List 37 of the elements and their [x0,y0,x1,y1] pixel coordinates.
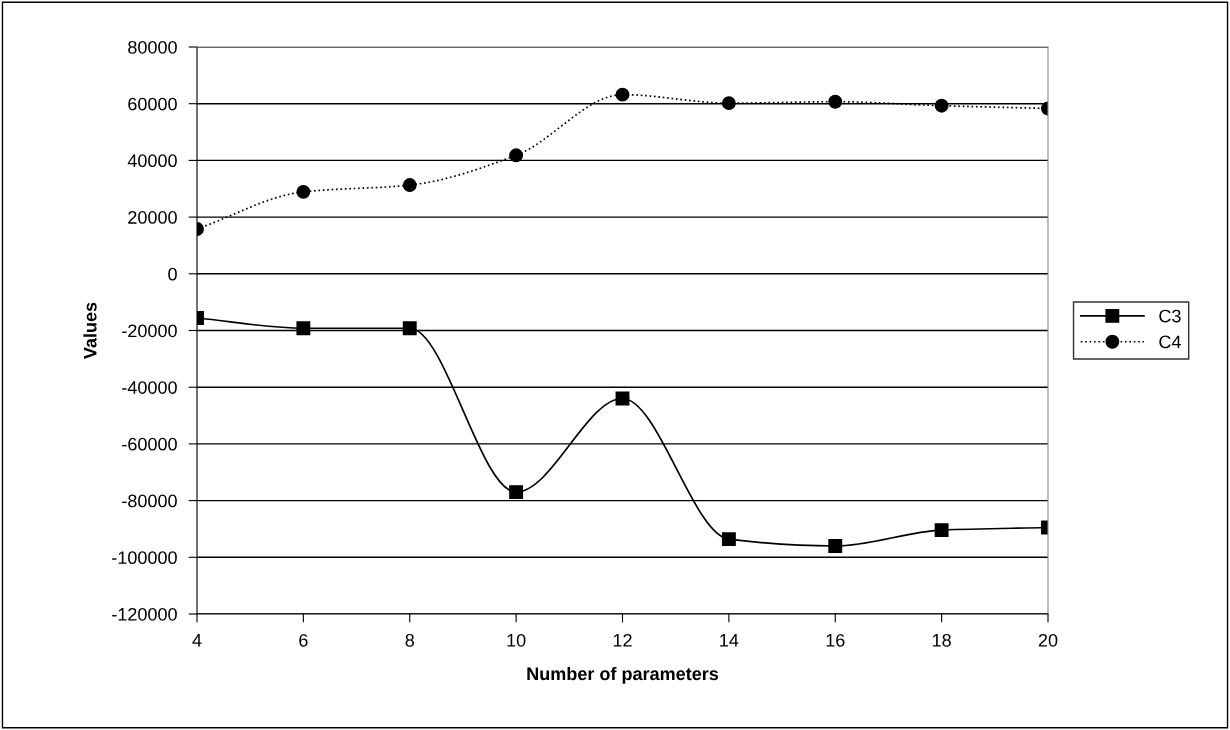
y-tick-label: -60000 [122,437,177,451]
point [296,321,311,336]
x-tick-label: 6 [299,633,308,647]
point [509,148,524,163]
legend-label: C3 [1159,309,1181,323]
point [296,184,311,199]
point [721,96,736,111]
x-tick-label: 4 [192,634,202,647]
point [934,98,949,113]
point [402,321,417,336]
y-tick-label: 40000 [127,154,177,168]
y-tick-label: -20000 [122,324,177,338]
y-tick-label: 60000 [128,97,177,111]
x-tick-label: 16 [826,633,845,647]
x-tick-label: 18 [932,633,951,647]
y-tick-label: 20000 [128,211,177,224]
y-axis-title: Values [83,302,97,359]
x-tick-label: 10 [507,633,526,647]
point [934,523,949,538]
point [615,87,630,102]
x-tick-label: 8 [405,633,414,647]
y-tick-label: 0 [168,267,177,281]
x-tick-label: 12 [613,633,632,647]
point [828,539,843,553]
x-axis-title: Number of parameters [527,666,719,684]
point [828,94,843,109]
y-tick-label: -40000 [122,381,177,394]
x-tick-label: 20 [1038,633,1058,647]
point [509,485,524,500]
point [402,178,417,193]
x-tick-label: 14 [720,634,739,647]
y-tick-label: -100000 [112,551,177,565]
y-tick-label: 80000 [128,40,177,54]
point [721,532,736,547]
legend-label: C4 [1159,335,1181,349]
y-tick-label: -80000 [122,494,177,508]
y-tick-label: -120000 [112,607,177,621]
